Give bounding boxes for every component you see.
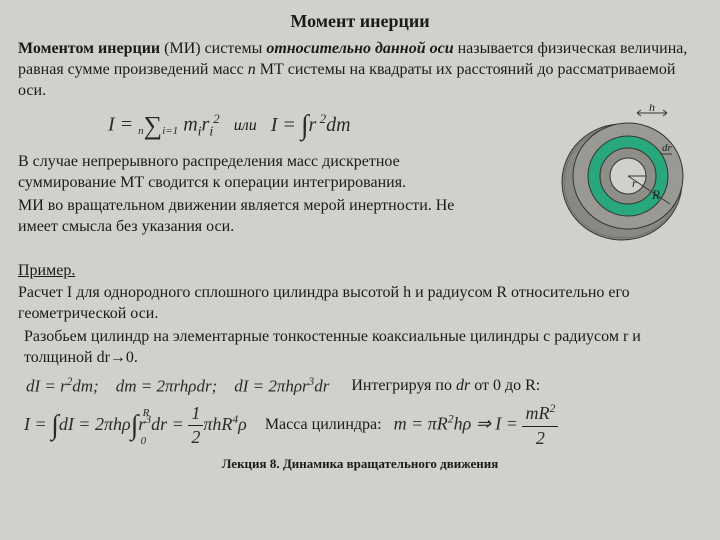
para-continuous: В случае непрерывного распределения масс… bbox=[18, 152, 458, 194]
term-axis: относительно данной оси bbox=[266, 40, 453, 57]
svg-text:R: R bbox=[651, 187, 660, 202]
example-heading: Пример. bbox=[18, 261, 702, 282]
formula-sum: I = n∑i=1 miri2 bbox=[108, 111, 220, 142]
diagram-cylinder: h dr r R bbox=[552, 104, 702, 261]
svg-text:r: r bbox=[632, 176, 637, 190]
para-divide: Разобьем цилиндр на элементарные тонкост… bbox=[24, 327, 702, 369]
mass-label: Масса цилиндра: bbox=[265, 415, 382, 436]
formula-int: I = ∫r 2dm bbox=[271, 108, 351, 144]
para-inertia: МИ во вращательном движении является мер… bbox=[18, 196, 458, 238]
formula-mass: m = πR2hρ ⇒ I = mR22 bbox=[394, 401, 559, 450]
term-bold: Моментом инерции bbox=[18, 40, 160, 57]
or-text: или bbox=[234, 116, 257, 137]
footer-lecture: Лекция 8. Динамика вращательного движени… bbox=[18, 456, 702, 473]
svg-text:dr: dr bbox=[662, 142, 673, 154]
para-example: Расчет I для однородного сплошного цилин… bbox=[18, 283, 702, 325]
page-title: Момент инерции bbox=[18, 10, 702, 33]
intro-paragraph: Моментом инерции (МИ) системы относитель… bbox=[18, 39, 702, 101]
svg-text:h: h bbox=[649, 104, 655, 114]
integrating-text: Интегрируя по dr от 0 до R: bbox=[351, 376, 540, 397]
formula-dI: dI = r2dm; dm = 2πrhρdr; dI = 2πhρr3dr bbox=[26, 375, 329, 398]
formula-integral: I = ∫dI = 2πhρ∫0Rr3dr = 12πhR4ρ bbox=[24, 402, 247, 450]
